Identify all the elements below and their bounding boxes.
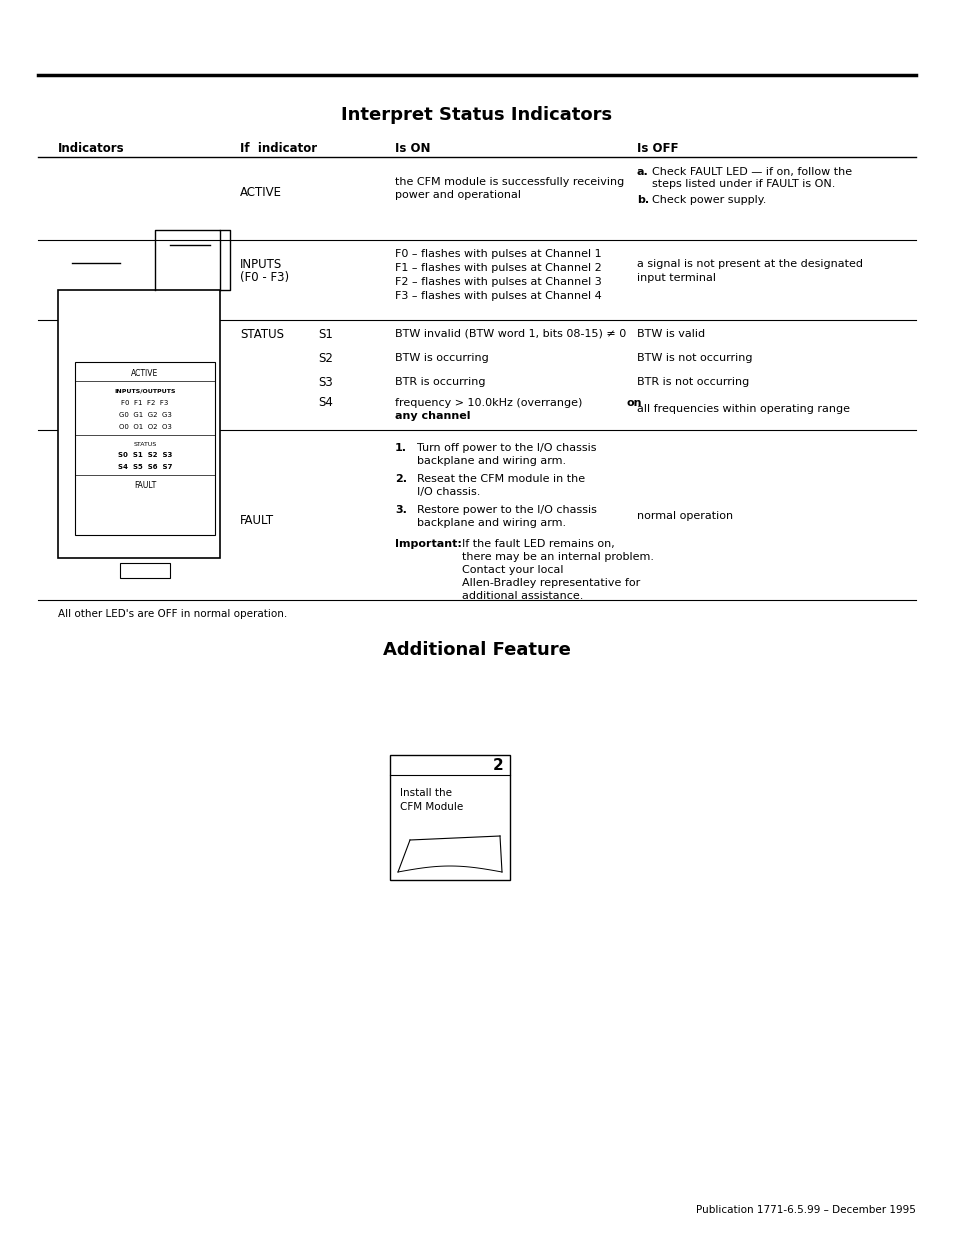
- Text: ACTIVE: ACTIVE: [132, 368, 158, 378]
- Text: Install the: Install the: [399, 788, 452, 798]
- Text: Restore power to the I/O chassis: Restore power to the I/O chassis: [416, 505, 597, 515]
- Text: BTW invalid (BTW word 1, bits 08-15) ≠ 0: BTW invalid (BTW word 1, bits 08-15) ≠ 0: [395, 329, 625, 338]
- Text: INPUTS: INPUTS: [240, 258, 282, 270]
- Text: STATUS: STATUS: [133, 441, 156, 447]
- Text: F3 – flashes with pulses at Channel 4: F3 – flashes with pulses at Channel 4: [395, 291, 601, 301]
- Text: If  indicator: If indicator: [240, 142, 316, 154]
- Text: b.: b.: [637, 195, 648, 205]
- Text: Is OFF: Is OFF: [637, 142, 678, 154]
- Text: G0  G1  G2  G3: G0 G1 G2 G3: [118, 412, 172, 417]
- Text: Turn off power to the I/O chassis: Turn off power to the I/O chassis: [416, 443, 596, 453]
- Text: power and operational: power and operational: [395, 190, 520, 200]
- Text: Important:: Important:: [395, 538, 461, 550]
- Text: S4  S5  S6  S7: S4 S5 S6 S7: [117, 464, 172, 471]
- Text: (F0 - F3): (F0 - F3): [240, 272, 289, 284]
- Text: input terminal: input terminal: [637, 273, 716, 283]
- Text: FAULT: FAULT: [133, 480, 156, 489]
- Text: any channel: any channel: [395, 411, 470, 421]
- Text: backplane and wiring arm.: backplane and wiring arm.: [416, 456, 565, 466]
- Text: BTR is not occurring: BTR is not occurring: [637, 377, 748, 387]
- Text: the CFM module is successfully receiving: the CFM module is successfully receiving: [395, 177, 623, 186]
- Bar: [75, 362, 214, 535]
- Text: BTW is not occurring: BTW is not occurring: [637, 353, 752, 363]
- Text: If the fault LED remains on,: If the fault LED remains on,: [461, 538, 614, 550]
- Text: 3.: 3.: [395, 505, 406, 515]
- Text: steps listed under if FAULT is ON.: steps listed under if FAULT is ON.: [651, 179, 835, 189]
- Text: Check FAULT LED — if on, follow the: Check FAULT LED — if on, follow the: [651, 167, 851, 177]
- Bar: [390, 755, 510, 881]
- Text: Additional Feature: Additional Feature: [383, 641, 570, 659]
- Text: Reseat the CFM module in the: Reseat the CFM module in the: [416, 474, 584, 484]
- Text: backplane and wiring arm.: backplane and wiring arm.: [416, 517, 565, 529]
- Bar: [120, 563, 170, 578]
- Text: normal operation: normal operation: [637, 511, 732, 521]
- Text: All other LED's are OFF in normal operation.: All other LED's are OFF in normal operat…: [58, 609, 287, 619]
- Text: F0 – flashes with pulses at Channel 1: F0 – flashes with pulses at Channel 1: [395, 249, 601, 259]
- Text: F2 – flashes with pulses at Channel 3: F2 – flashes with pulses at Channel 3: [395, 277, 601, 287]
- Text: Indicators: Indicators: [58, 142, 125, 154]
- Text: a.: a.: [637, 167, 648, 177]
- Text: Interpret Status Indicators: Interpret Status Indicators: [341, 106, 612, 124]
- Text: Is ON: Is ON: [395, 142, 430, 154]
- Text: a signal is not present at the designated: a signal is not present at the designate…: [637, 259, 862, 269]
- Text: O0  O1  O2  O3: O0 O1 O2 O3: [118, 424, 172, 430]
- Text: S1: S1: [317, 327, 333, 341]
- Text: STATUS: STATUS: [240, 327, 284, 341]
- Text: S3: S3: [317, 375, 333, 389]
- Text: CFM Module: CFM Module: [399, 802, 463, 811]
- Text: S4: S4: [317, 396, 333, 410]
- Text: 2.: 2.: [395, 474, 407, 484]
- Text: there may be an internal problem.: there may be an internal problem.: [461, 552, 654, 562]
- Text: 2: 2: [492, 757, 503, 773]
- Text: S2: S2: [317, 352, 333, 364]
- Text: INPUTS/OUTPUTS: INPUTS/OUTPUTS: [114, 389, 175, 394]
- Text: additional assistance.: additional assistance.: [461, 592, 583, 601]
- Text: BTR is occurring: BTR is occurring: [395, 377, 485, 387]
- Text: all frequencies within operating range: all frequencies within operating range: [637, 404, 849, 414]
- Text: BTW is valid: BTW is valid: [637, 329, 704, 338]
- Text: Check power supply.: Check power supply.: [651, 195, 765, 205]
- Text: BTW is occurring: BTW is occurring: [395, 353, 488, 363]
- Text: FAULT: FAULT: [240, 514, 274, 526]
- Text: S0  S1  S2  S3: S0 S1 S2 S3: [117, 452, 172, 458]
- Text: F0  F1  F2  F3: F0 F1 F2 F3: [121, 400, 169, 406]
- Text: Allen-Bradley representative for: Allen-Bradley representative for: [461, 578, 639, 588]
- Text: Publication 1771-6.5.99 – December 1995: Publication 1771-6.5.99 – December 1995: [696, 1205, 915, 1215]
- Text: Contact your local: Contact your local: [461, 564, 563, 576]
- Bar: [58, 290, 220, 558]
- Text: F1 – flashes with pulses at Channel 2: F1 – flashes with pulses at Channel 2: [395, 263, 601, 273]
- Text: on: on: [626, 398, 641, 408]
- Text: frequency > 10.0kHz (overrange): frequency > 10.0kHz (overrange): [395, 398, 585, 408]
- Text: 1.: 1.: [395, 443, 407, 453]
- Text: ACTIVE: ACTIVE: [240, 186, 282, 200]
- Text: I/O chassis.: I/O chassis.: [416, 487, 480, 496]
